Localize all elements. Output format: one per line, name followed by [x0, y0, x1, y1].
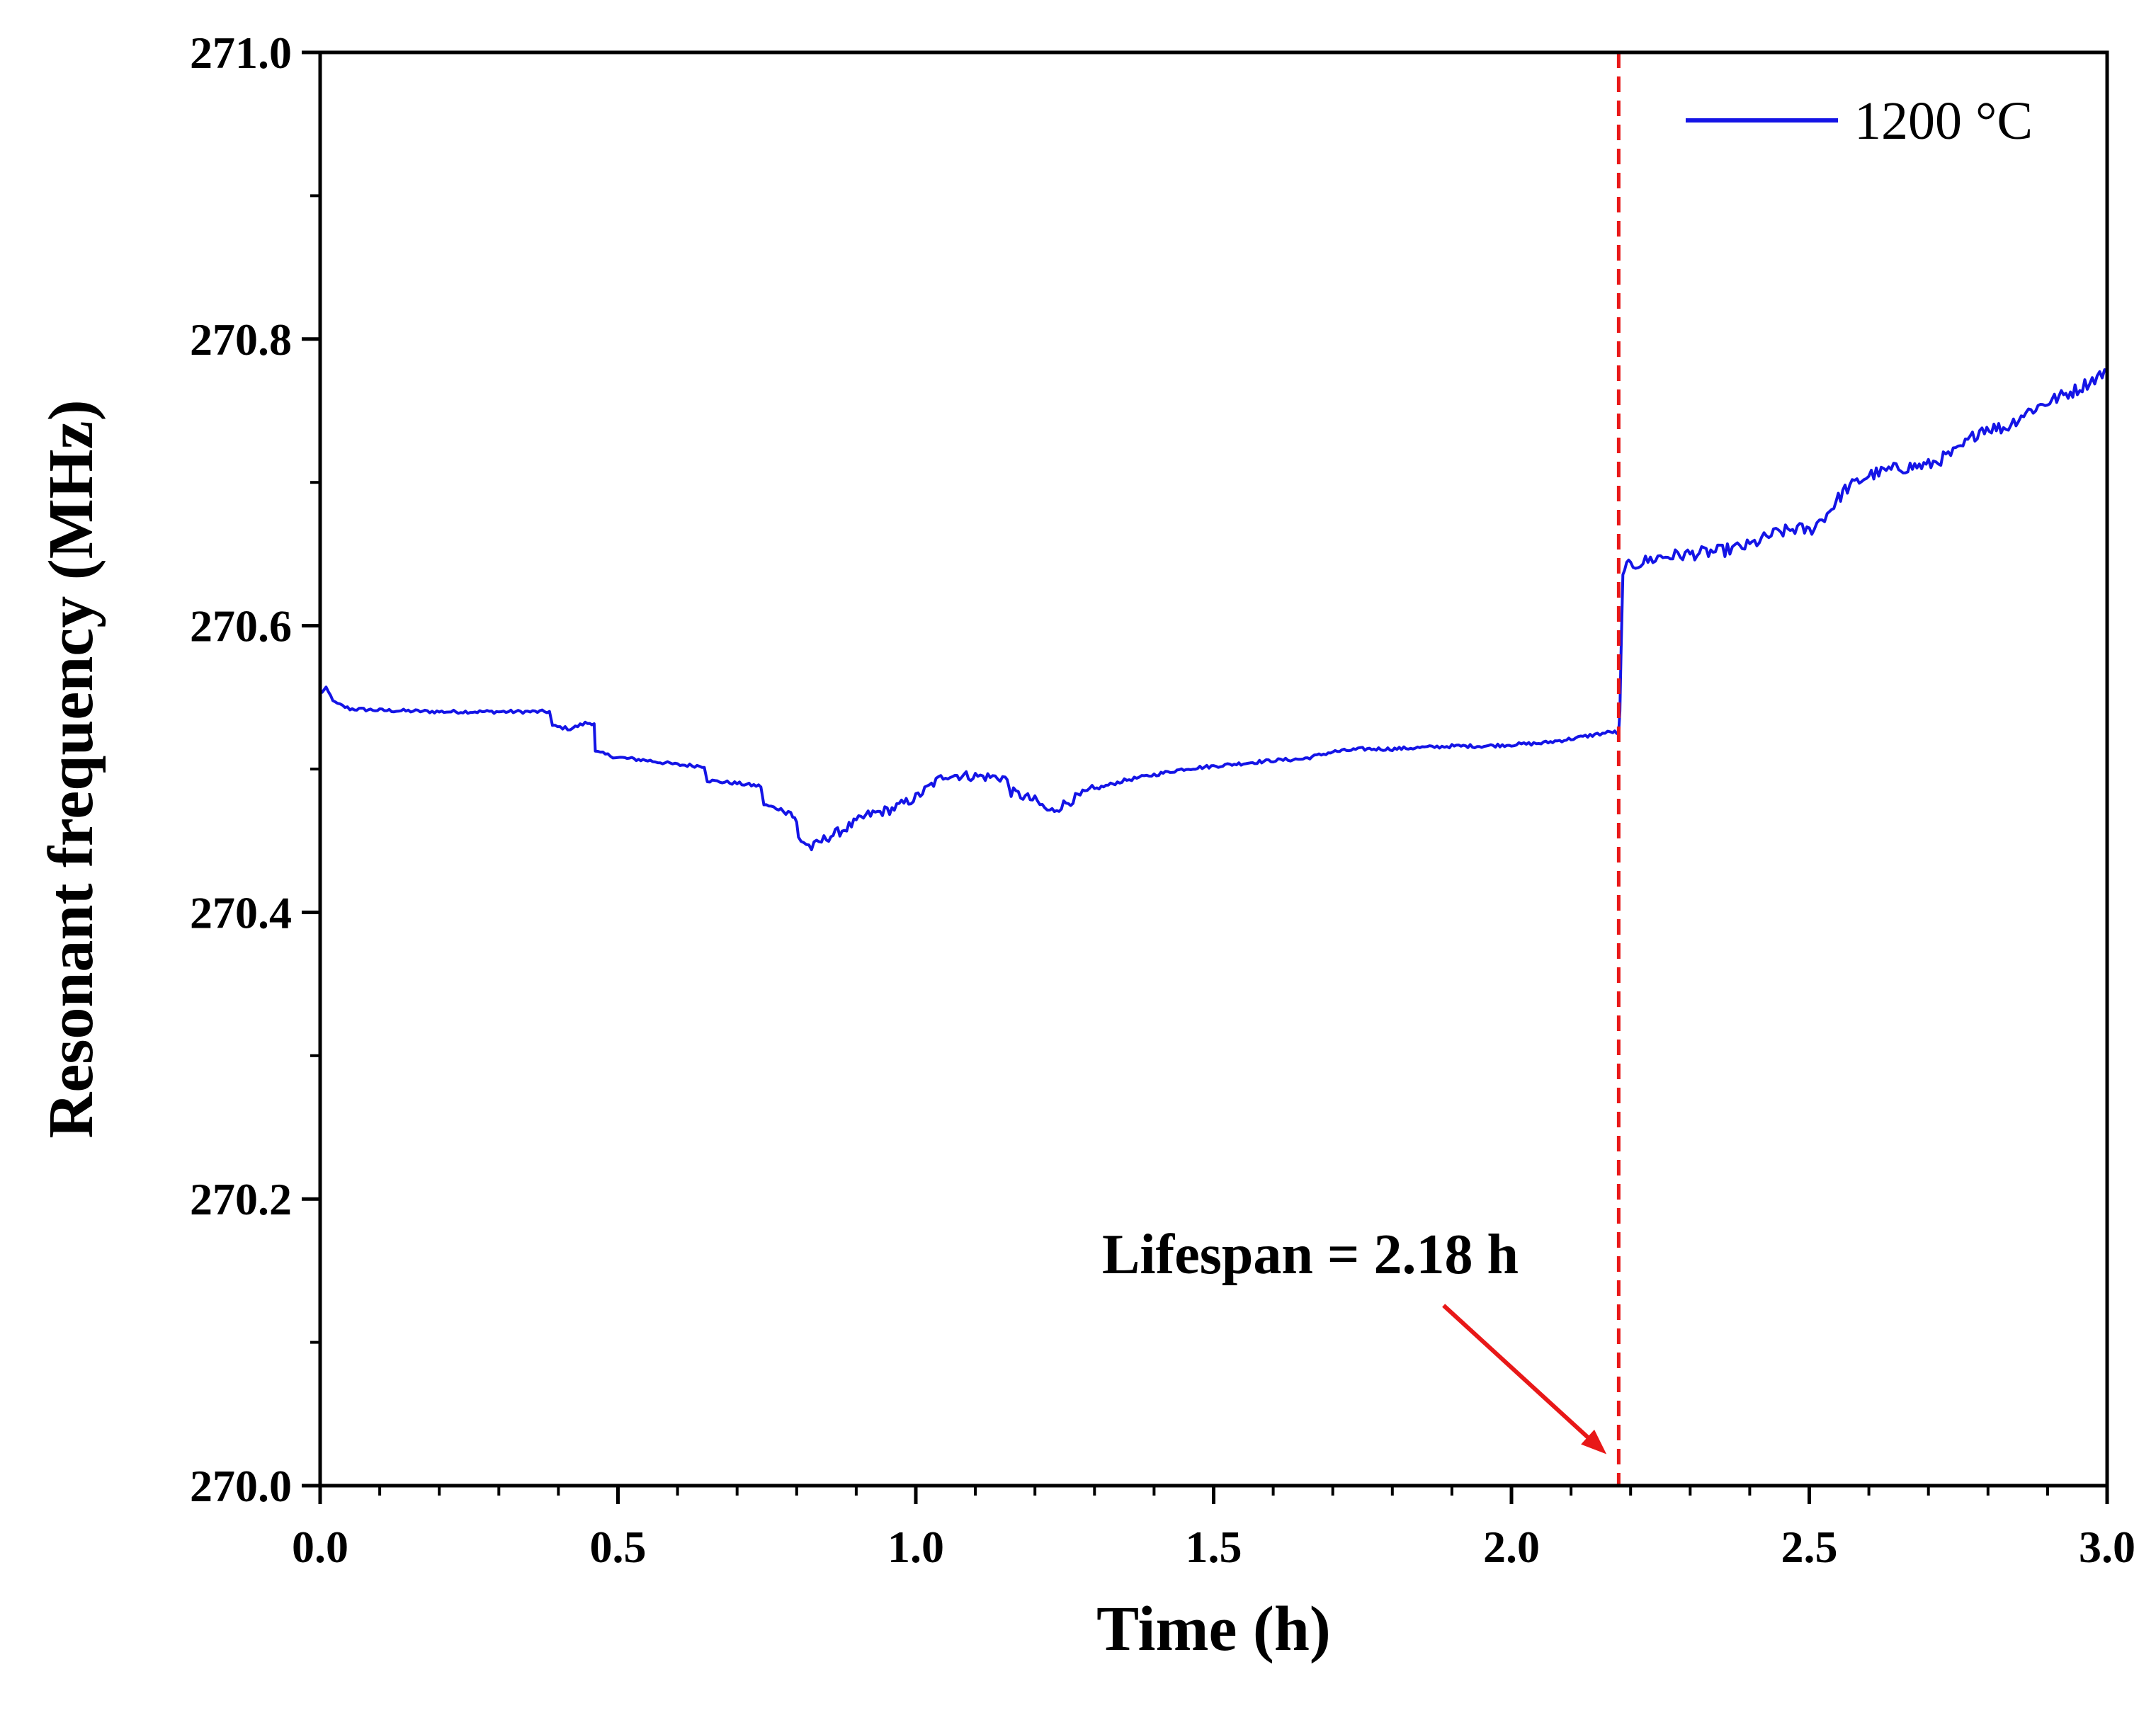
x-tick-label: 2.0 — [1483, 1522, 1540, 1572]
x-tick-label: 0.5 — [590, 1522, 647, 1572]
y-tick-label: 270.8 — [190, 314, 292, 365]
y-axis-title: Resonant frequency (MHz) — [36, 399, 106, 1138]
y-tick-label: 271.0 — [190, 28, 292, 78]
x-tick-label: 3.0 — [2079, 1522, 2135, 1572]
x-tick-label: 1.0 — [887, 1522, 944, 1572]
y-tick-label: 270.4 — [190, 887, 292, 938]
series-line-0 — [319, 368, 2108, 851]
x-tick-label: 2.5 — [1781, 1522, 1838, 1572]
y-tick-label: 270.6 — [190, 601, 292, 651]
y-tick-label: 270.2 — [190, 1174, 292, 1224]
annotation-arrow-0 — [1442, 1304, 1594, 1443]
y-tick-label: 270.0 — [190, 1461, 292, 1511]
annotation-text-0: Lifespan = 2.18 h — [1102, 1224, 1519, 1286]
x-tick-label: 1.5 — [1186, 1522, 1242, 1572]
legend-label-0: 1200 °C — [1854, 91, 2033, 151]
annotation-arrowhead-0 — [1581, 1429, 1607, 1454]
x-tick-label: 0.0 — [292, 1522, 348, 1572]
plot-area: Lifespan = 2.18 h 0.0 0.5 1.0 1.5 2.0 2.5 3.0 27… — [36, 28, 2135, 1664]
x-axis-title: Time (h) — [1096, 1594, 1331, 1664]
